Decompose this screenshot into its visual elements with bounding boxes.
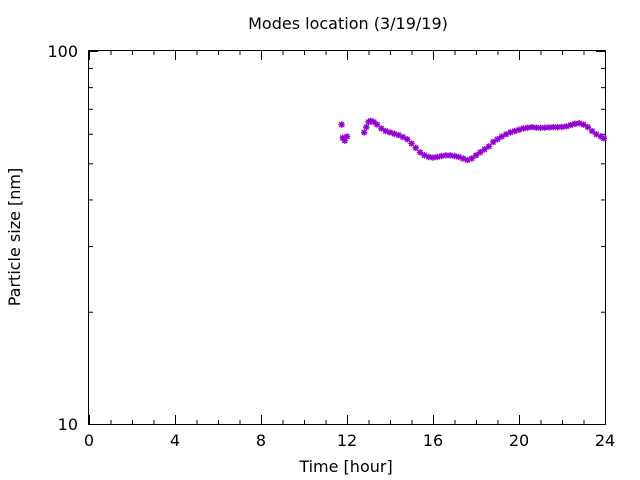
data-point bbox=[378, 125, 385, 132]
data-point bbox=[600, 135, 608, 142]
data-point bbox=[472, 152, 480, 159]
data-point bbox=[447, 152, 454, 159]
data-point bbox=[563, 123, 570, 130]
data-point bbox=[550, 123, 557, 131]
data-point bbox=[361, 129, 368, 136]
data-point bbox=[485, 143, 493, 150]
data-point bbox=[416, 149, 424, 156]
minor-tick-marks bbox=[89, 51, 605, 424]
x-tick-label: 12 bbox=[337, 431, 357, 450]
data-point bbox=[593, 131, 600, 138]
y-tick-label: 10 bbox=[58, 415, 78, 434]
x-tick-label: 4 bbox=[170, 431, 180, 450]
chart-title: Modes location (3/19/19) bbox=[248, 14, 448, 33]
data-point bbox=[537, 124, 544, 132]
data-point bbox=[558, 123, 566, 131]
data-point bbox=[554, 123, 561, 131]
x-tick-label: 24 bbox=[595, 431, 615, 450]
data-point bbox=[584, 123, 591, 131]
data-point bbox=[370, 118, 378, 126]
data-point bbox=[429, 154, 437, 161]
data-point bbox=[464, 156, 471, 164]
data-point bbox=[412, 144, 419, 152]
x-tick-label: 8 bbox=[256, 431, 266, 450]
x-tick-label: 16 bbox=[423, 431, 443, 450]
data-point bbox=[459, 155, 467, 162]
data-point bbox=[438, 152, 445, 160]
x-tick-label: 20 bbox=[509, 431, 529, 450]
data-point bbox=[597, 133, 604, 140]
data-point bbox=[421, 152, 428, 159]
data-point bbox=[511, 127, 518, 135]
data-point bbox=[567, 121, 574, 129]
data-point bbox=[395, 131, 402, 139]
y-tick-label: 100 bbox=[47, 42, 78, 61]
data-point bbox=[524, 124, 531, 131]
data-point bbox=[339, 134, 346, 142]
data-point bbox=[541, 124, 548, 131]
data-point bbox=[341, 137, 349, 144]
data-point bbox=[533, 124, 540, 131]
data-point bbox=[425, 153, 432, 161]
data-point bbox=[455, 153, 462, 161]
data-point bbox=[515, 126, 523, 133]
data-point bbox=[576, 120, 583, 127]
data-point bbox=[442, 152, 450, 159]
data-point bbox=[338, 121, 345, 128]
data-point bbox=[399, 133, 407, 141]
data-point bbox=[494, 136, 501, 143]
data-point bbox=[490, 138, 497, 146]
data-point bbox=[481, 146, 488, 153]
data-point bbox=[404, 136, 411, 143]
data-point bbox=[382, 127, 389, 135]
data-point bbox=[391, 130, 398, 137]
data-point bbox=[545, 124, 553, 131]
data-point bbox=[477, 149, 484, 156]
x-axis-label: Time [hour] bbox=[298, 457, 392, 476]
data-point bbox=[408, 140, 415, 147]
data-point bbox=[343, 133, 351, 140]
data-point bbox=[520, 125, 527, 132]
data-point bbox=[451, 152, 458, 160]
data-point bbox=[468, 155, 475, 162]
data-point bbox=[386, 129, 394, 136]
y-axis-label: Particle size [nm] bbox=[5, 168, 24, 307]
data-points bbox=[338, 117, 608, 164]
x-tick-label: 0 bbox=[84, 431, 94, 450]
data-point bbox=[528, 123, 536, 131]
data-point bbox=[363, 123, 370, 131]
data-point bbox=[502, 131, 510, 138]
data-point bbox=[434, 153, 441, 161]
plot-frame bbox=[88, 50, 606, 425]
data-point bbox=[588, 127, 596, 135]
data-point bbox=[498, 133, 505, 140]
tick-labels: 0 4 8 12 16 20 24 10 100 bbox=[47, 42, 615, 450]
data-point bbox=[507, 129, 514, 136]
data-point bbox=[367, 117, 374, 124]
data-point bbox=[571, 120, 579, 128]
data-point bbox=[373, 121, 381, 128]
data-point bbox=[580, 121, 587, 128]
